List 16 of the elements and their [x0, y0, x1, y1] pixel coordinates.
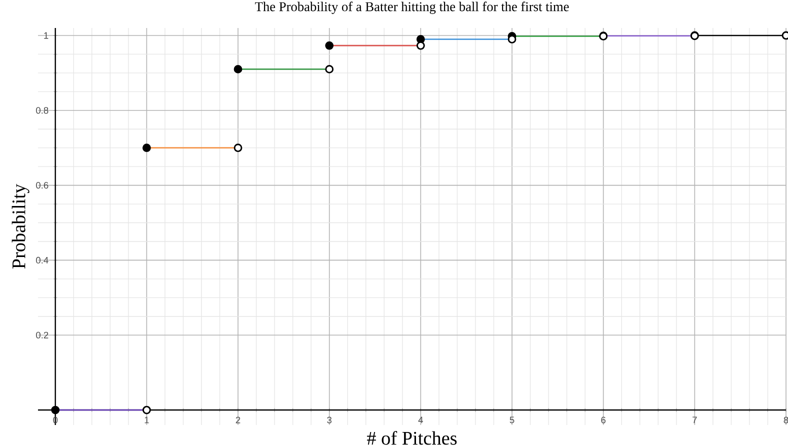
x-tick-label: 5 — [510, 416, 514, 424]
y-tick-label: 0.6 — [36, 182, 48, 189]
x-tick-label: 2 — [236, 416, 240, 424]
chart-title: The Probability of a Batter hitting the ball for the first time — [255, 2, 569, 14]
x-tick-label: 8 — [784, 416, 788, 424]
x-tick-label: 1 — [144, 416, 149, 424]
x-tick-label: 3 — [327, 416, 332, 424]
y-tick-label: 0.8 — [36, 107, 48, 114]
y-tick-label: 0.4 — [36, 256, 48, 264]
y-tick-label: 1 — [44, 32, 48, 39]
x-tick-label: 6 — [601, 416, 606, 424]
x-axis-title: # of Pitches — [367, 431, 457, 445]
x-tick-label: 4 — [418, 416, 423, 424]
y-axis-title: Probability — [12, 184, 30, 269]
x-tick-label: 7 — [692, 416, 697, 424]
y-tick-label: 0.2 — [36, 332, 48, 338]
